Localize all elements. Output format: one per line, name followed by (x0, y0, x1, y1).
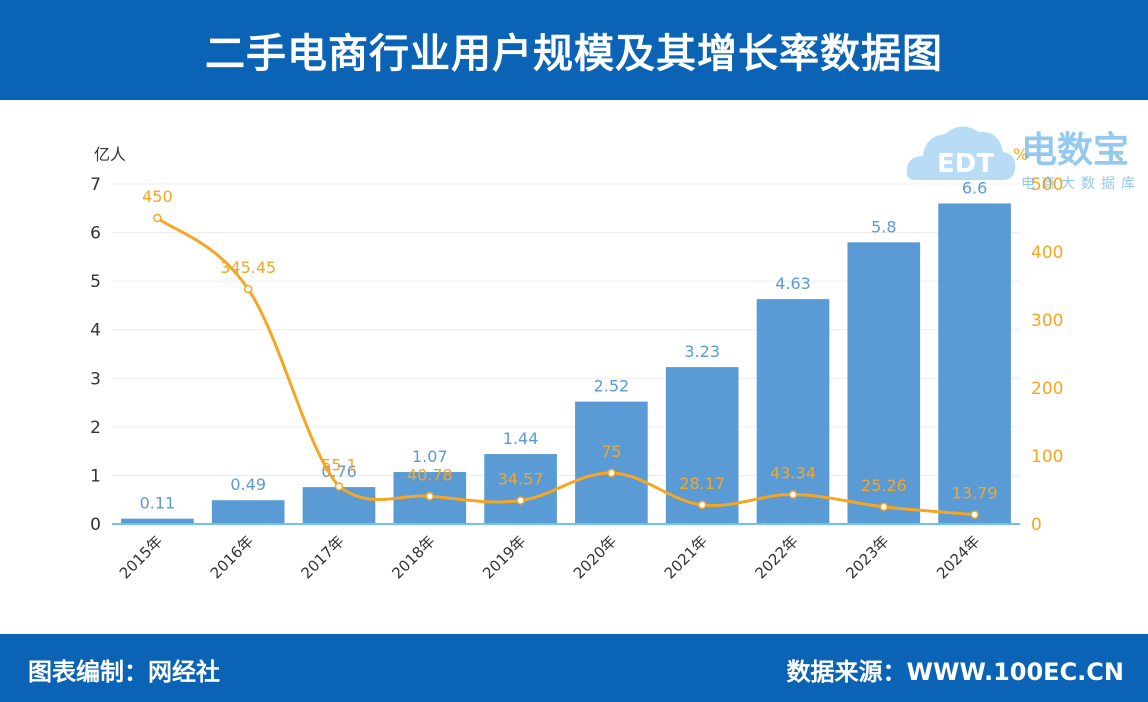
bar (665, 367, 739, 524)
x-tick-label: 2024年 (933, 532, 983, 582)
y-left-tick-label: 3 (90, 369, 101, 389)
line-value-label: 43.34 (770, 464, 816, 483)
x-tick-label: 2017年 (297, 532, 347, 582)
bar-value-label: 4.63 (775, 274, 811, 293)
y-left-tick-label: 2 (90, 418, 101, 438)
bar (575, 401, 648, 524)
line-point (607, 468, 616, 478)
growth-rate-line (156, 216, 975, 517)
line-value-label: 40.78 (407, 465, 453, 484)
line-value-label: 75 (601, 442, 621, 461)
footer-credit: 图表编制：网经社 (28, 658, 220, 686)
line-value-label: 25.26 (861, 476, 907, 495)
line-value-label: 28.17 (679, 474, 725, 493)
footer-source: 数据来源：WWW.100EC.CN (786, 658, 1125, 686)
y-left-tick-label: 0 (90, 515, 101, 535)
bar-value-label: 5.8 (871, 217, 896, 236)
y-right-tick-label: 500 (1031, 175, 1063, 195)
y-left-tick-label: 1 (90, 466, 101, 486)
y-right-tick-label: 300 (1031, 311, 1063, 331)
bar-value-label: 2.52 (594, 377, 630, 396)
line-point (334, 482, 344, 491)
bar-value-label: 3.23 (684, 342, 720, 361)
line-point (970, 510, 979, 519)
bar (302, 487, 376, 524)
line-point (697, 500, 707, 510)
bar (847, 242, 921, 525)
y-left-tick-label: 5 (90, 272, 101, 292)
cloud-icon (906, 126, 1016, 180)
y-left-unit: 亿人 (94, 145, 126, 164)
line-value-label: 34.57 (498, 469, 544, 488)
y-left-tick-label: 7 (90, 175, 101, 195)
line-value-label: 55.1 (321, 456, 357, 475)
x-tick-label: 2022年 (751, 532, 801, 582)
bar-value-label: 0.11 (140, 494, 176, 513)
y-right-unit: % (1013, 145, 1028, 164)
line-point (879, 502, 889, 512)
bar-value-label: 1.07 (412, 447, 448, 466)
bar (938, 203, 1011, 524)
line-point (243, 284, 253, 294)
x-tick-label: 2016年 (207, 532, 257, 582)
logo-text: EDT (937, 149, 994, 179)
y-right-tick-label: 100 (1031, 447, 1063, 467)
y-left-tick-label: 6 (90, 224, 101, 244)
line-value-label: 450 (142, 187, 173, 206)
bar (484, 454, 557, 524)
x-tick-label: 2023年 (842, 532, 892, 582)
bar-value-label: 1.44 (503, 429, 539, 448)
x-tick-label: 2015年 (116, 532, 166, 582)
brand-subtitle: 电商大数据库 (1021, 176, 1141, 192)
x-tick-label: 2018年 (388, 532, 438, 582)
line-point (425, 492, 435, 501)
y-right-tick-label: 200 (1031, 379, 1063, 399)
bar-value-label: 0.49 (230, 475, 266, 494)
y-left-tick-label: 4 (90, 321, 101, 341)
bar (211, 500, 285, 524)
x-tick-label: 2021年 (661, 532, 711, 582)
chart-title: 二手电商行业用户规模及其增长率数据图 (205, 31, 943, 77)
y-right-tick-label: 0 (1031, 515, 1042, 535)
chart-area: 0 1 2 3 4 5 6 7 0 100 200 300 400 500 亿人% 0.11 0.49 0.76 1… (0, 100, 1148, 634)
bar (756, 299, 830, 524)
footer: 图表编制：网经社 数据来源：WWW.100EC.CN (0, 634, 1148, 702)
line-value-label: 13.79 (952, 484, 998, 503)
line-point (788, 490, 798, 499)
line-point (516, 496, 525, 505)
y-right-tick-label: 400 (1031, 243, 1063, 263)
x-tick-label: 2019年 (479, 532, 529, 582)
brand-name: 电数宝 (1021, 130, 1129, 171)
line-value-label: 345.45 (220, 258, 276, 277)
watermark-logo: EDT 电数宝 电商大数据库 (906, 126, 1141, 192)
bar (121, 518, 194, 524)
x-tick-label: 2020年 (570, 532, 620, 582)
bar-value-label: 6.6 (962, 178, 987, 197)
chart-header: 二手电商行业用户规模及其增长率数据图 (0, 0, 1148, 100)
line-point (153, 213, 162, 223)
